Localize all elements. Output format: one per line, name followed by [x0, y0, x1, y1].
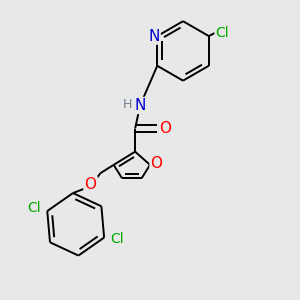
Text: H: H: [123, 98, 132, 111]
Text: N: N: [148, 28, 160, 44]
Text: O: O: [151, 156, 163, 171]
Text: N: N: [134, 98, 146, 113]
Text: O: O: [159, 121, 171, 136]
Text: Cl: Cl: [27, 201, 41, 215]
Text: O: O: [85, 177, 97, 192]
Text: Cl: Cl: [215, 26, 229, 40]
Text: Cl: Cl: [110, 232, 124, 246]
